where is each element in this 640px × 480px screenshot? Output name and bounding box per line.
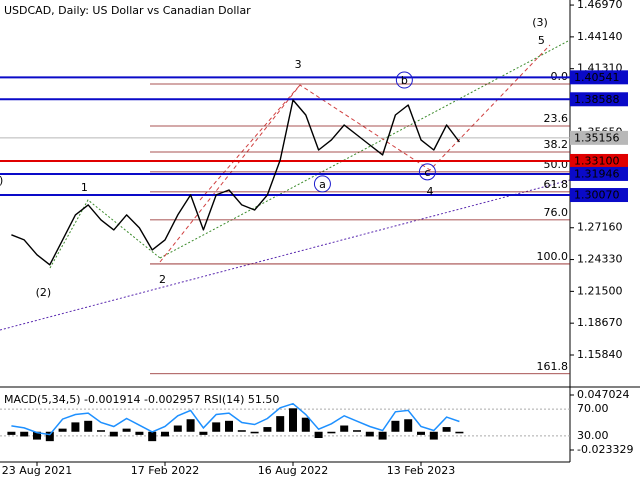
macd-bar — [327, 431, 336, 434]
macd-bar — [442, 427, 451, 432]
rsi-line — [11, 402, 460, 436]
x-tick-label: 23 Aug 2021 — [2, 464, 72, 477]
indicator-title: MACD(5,34,5) -0.001914 -0.002957 RSI(14)… — [4, 393, 279, 406]
channel-line — [199, 84, 301, 201]
y-tick-label: 1.21500 — [577, 284, 623, 297]
wave-label: 3 — [295, 58, 302, 71]
macd-bar — [225, 420, 233, 432]
fib-label: 38.2 — [544, 138, 569, 151]
macd-bar — [353, 430, 361, 432]
macd-bar — [173, 425, 182, 432]
macd-bar — [186, 419, 195, 432]
macd-bar — [58, 428, 67, 432]
wave-label: 1 — [81, 181, 88, 194]
macd-bar — [161, 431, 169, 437]
level-label: 1.31946 — [574, 167, 620, 180]
level-tag — [570, 166, 628, 181]
fib-label: 76.0 — [544, 206, 569, 219]
wave-line — [159, 39, 571, 259]
x-tick-label: 13 Feb 2023 — [387, 464, 455, 477]
wave-label: b — [401, 74, 408, 87]
fib-label: 61.8 — [544, 178, 569, 191]
y2-tick-label: 70.00 — [577, 402, 609, 415]
level-tag — [570, 188, 628, 203]
wave-label: c — [424, 166, 430, 179]
macd-bar — [122, 428, 131, 432]
x-tick-label: 17 Feb 2022 — [131, 464, 199, 477]
level-label: 1.33100 — [574, 154, 620, 167]
fib-label: 23.6 — [544, 112, 569, 125]
level-tag — [570, 153, 628, 168]
macd-bar — [455, 431, 464, 434]
y-tick-label: 1.44140 — [577, 30, 623, 43]
level-tag — [570, 92, 628, 107]
price-line — [11, 99, 460, 266]
macd-bar — [404, 419, 413, 432]
macd-bar — [84, 420, 93, 432]
chart-title: USDCAD, Daily: US Dollar vs Canadian Dol… — [4, 4, 251, 17]
macd-bar — [7, 431, 16, 435]
y-tick-label: 1.15840 — [577, 348, 623, 361]
macd-bar — [71, 422, 80, 432]
wave-label: a — [319, 178, 326, 191]
macd-bar — [417, 431, 425, 435]
macd-bar — [199, 431, 208, 435]
macd-bar — [276, 416, 285, 432]
wave-label: 5 — [538, 34, 545, 47]
wave-label: (3) — [532, 16, 548, 29]
y-tick-label: -0.023329 — [577, 443, 633, 456]
wave-label: 4 — [426, 185, 433, 198]
wave-label: ) — [0, 174, 3, 187]
fib-label: 50.0 — [544, 158, 569, 171]
level-tag — [570, 70, 628, 85]
macd-bar — [97, 430, 105, 432]
macd-bar — [391, 420, 400, 432]
y-tick-label: 0.047024 — [577, 388, 630, 401]
macd-bar — [135, 431, 144, 435]
macd-bar — [212, 422, 221, 432]
macd-bar — [263, 427, 272, 432]
fib-label: 161.8 — [537, 360, 569, 373]
macd-bar — [289, 408, 297, 432]
wave-label: 2 — [159, 273, 166, 286]
macd-bar — [20, 431, 29, 437]
macd-bar — [148, 431, 157, 442]
x-tick-label: 16 Aug 2022 — [258, 464, 328, 477]
macd-bar — [429, 431, 438, 440]
fib-label: 100.0 — [537, 250, 569, 263]
y-tick-label: 1.24330 — [577, 253, 623, 266]
wave-circle — [418, 163, 436, 181]
macd-bar — [45, 431, 54, 442]
macd-bar — [378, 431, 387, 440]
wave-circle — [395, 71, 413, 89]
level-label: 1.30070 — [574, 189, 620, 202]
macd-bar — [340, 425, 349, 432]
macd-bar — [365, 431, 374, 437]
y-tick-label: 1.27160 — [577, 221, 623, 234]
macd-bar — [250, 431, 259, 434]
wave-label: (2) — [36, 286, 52, 299]
macd-bar — [33, 431, 41, 440]
y-tick-label: 1.18670 — [577, 316, 623, 329]
macd-bar — [301, 417, 310, 432]
level-label: 1.38588 — [574, 93, 620, 106]
macd-bar — [314, 431, 323, 439]
y2-tick-label: 30.00 — [577, 429, 609, 442]
level-label: 1.40541 — [574, 71, 620, 84]
wave-circle — [313, 175, 331, 193]
y-tick-label: 1.46970 — [577, 0, 623, 11]
macd-bar — [237, 430, 246, 432]
level-label: 1.35156 — [574, 131, 620, 144]
wave-line — [49, 199, 161, 269]
macd-bar — [109, 431, 118, 437]
level-tag — [570, 130, 628, 145]
